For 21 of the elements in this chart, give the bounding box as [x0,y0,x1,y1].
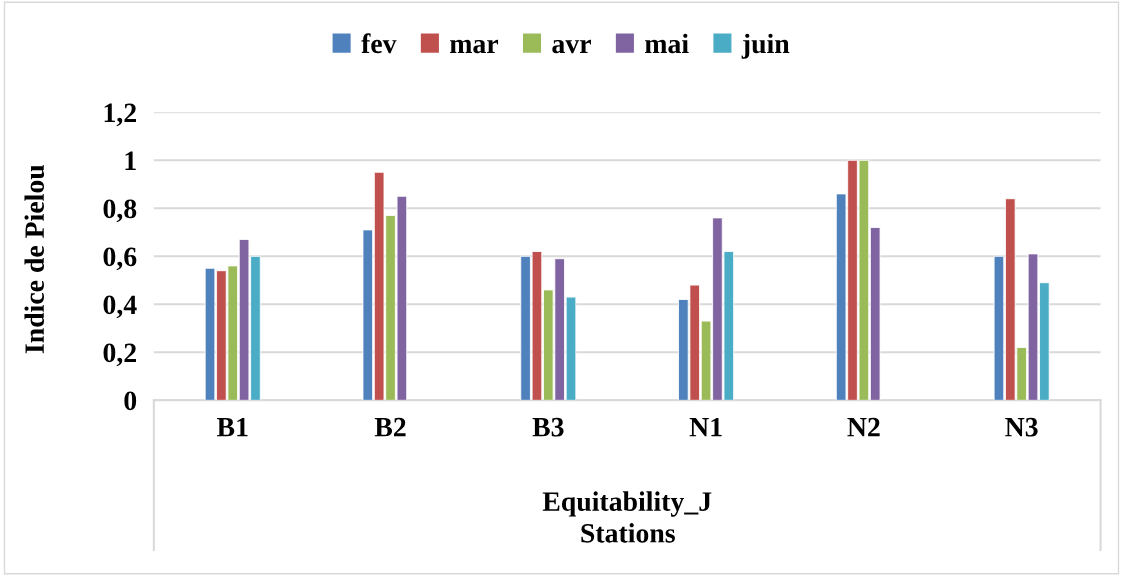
x-tick-label: B2 [374,417,406,437]
y-tick-label: 0,6 [103,247,137,271]
x-tick-label: N1 [689,417,722,437]
x-tick-label: B3 [532,417,564,437]
y-tick-label: 0 [124,391,137,411]
y-tick-label: 0,2 [103,343,136,367]
legend-label: mar [450,39,499,54]
y-tick-label: 0,8 [103,199,137,223]
y-tick-label: 1 [125,151,136,170]
y-tick-label: 0,4 [103,295,137,319]
legend-label: mai [645,33,689,54]
x-tick-label: N3 [1005,417,1038,437]
y-tick-label: 1,2 [104,103,136,127]
y-axis-title: Indice de Pielou [24,165,45,354]
legend-label: avr [552,39,591,54]
text: Equitability_J [542,491,712,517]
x-axis-title: Stations [581,523,675,543]
x-tick-label: B1 [216,417,248,437]
x-tick-label: N2 [847,417,880,437]
legend-label: fev [361,33,397,54]
legend-label: juin [741,33,790,59]
